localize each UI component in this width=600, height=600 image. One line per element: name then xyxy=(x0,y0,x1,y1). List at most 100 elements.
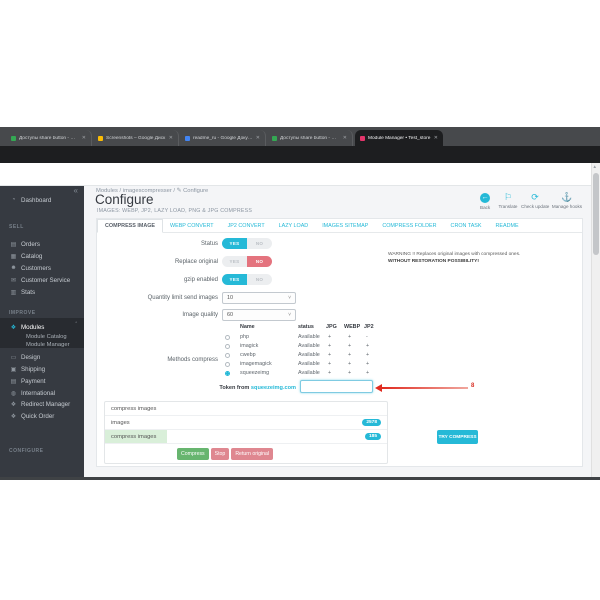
method-radio-selected[interactable] xyxy=(225,371,230,376)
method-radio[interactable] xyxy=(225,335,230,340)
compress-button[interactable]: Compress xyxy=(177,447,209,460)
sidebar-item-label: Shipping xyxy=(21,365,46,373)
image-quality-select[interactable]: 60 ˅ xyxy=(222,309,296,321)
gzip-toggle[interactable]: YES NO xyxy=(222,274,272,285)
manage-hooks-button[interactable]: ⚓ Manage hooks xyxy=(551,193,583,209)
check-update-button[interactable]: ⟳ Check update xyxy=(521,193,549,209)
toggle-no[interactable]: NO xyxy=(247,256,272,267)
page-scrollbar[interactable] xyxy=(591,163,600,477)
sidebar-item-shipping[interactable]: ▣ Shipping xyxy=(0,364,84,374)
dashboard-icon: ◔ xyxy=(11,197,16,203)
breadcrumb-modules[interactable]: Modules xyxy=(96,188,118,194)
toggle-no[interactable]: NO xyxy=(247,238,272,249)
sidebar-item-label: Orders xyxy=(21,240,40,248)
method-radio[interactable] xyxy=(225,362,230,367)
sidebar-item-label: Redirect Manager xyxy=(21,400,71,408)
scrollbar-thumb[interactable] xyxy=(592,173,599,255)
replace-original-toggle[interactable]: YES NO xyxy=(222,256,272,267)
method-status: Available xyxy=(298,352,320,358)
tab-title: Screenshots – Google Диск xyxy=(106,135,166,141)
sidebar-item-payment[interactable]: ▤ Payment xyxy=(0,376,84,386)
tab-close-icon[interactable]: ✕ xyxy=(81,135,86,141)
token-input[interactable] xyxy=(300,380,373,393)
sidebar-item-stats[interactable]: ▥ Stats xyxy=(0,287,84,297)
tab-favicon-icon xyxy=(98,135,103,141)
tab-compress-folder[interactable]: COMPRESS FOLDER xyxy=(382,223,437,229)
tab-close-icon[interactable]: ✕ xyxy=(168,135,173,141)
translate-button[interactable]: ⚐ Translate xyxy=(496,193,520,209)
scrollbar-up-icon[interactable]: ▲ xyxy=(592,164,597,169)
tab-readme[interactable]: README xyxy=(495,223,519,229)
sidebar-item-label: Customers xyxy=(21,264,51,272)
chevron-down-icon: ˅ xyxy=(288,312,291,318)
compressed-count-badge: 185 xyxy=(364,433,381,440)
tab-close-icon[interactable]: ✕ xyxy=(342,135,347,141)
sidebar-item-redirect-manager[interactable]: ❖ Redirect Manager xyxy=(0,399,84,409)
method-radio[interactable] xyxy=(225,353,230,358)
status-toggle[interactable]: YES NO xyxy=(222,238,272,249)
sidebar-section-improve: IMPROVE xyxy=(9,310,36,316)
try-compress-button[interactable]: TRY COMPRESS xyxy=(437,430,478,444)
method-name: imagemagick xyxy=(240,361,272,367)
squeezeimg-link[interactable]: squeezeimg.com xyxy=(250,385,296,391)
tab-close-icon[interactable]: ✕ xyxy=(433,135,438,141)
toggle-yes[interactable]: YES xyxy=(222,274,247,285)
sidebar-item-design[interactable]: ▭ Design xyxy=(0,352,84,362)
tab-favicon-icon xyxy=(272,135,277,141)
sidebar-item-catalog[interactable]: ▦ Catalog xyxy=(0,251,84,261)
sidebar-item-module-catalog[interactable]: Module Catalog xyxy=(26,334,67,340)
col-status: status xyxy=(298,324,314,330)
return-original-button[interactable]: Return original xyxy=(231,447,274,460)
compress-images-panel: compress images images 2578 compress ima… xyxy=(104,401,388,464)
toggle-yes[interactable]: YES xyxy=(222,256,247,267)
sidebar-item-modules[interactable]: ❖ Modules xyxy=(0,322,84,332)
back-button[interactable]: ← Back xyxy=(480,193,490,210)
browser-tab[interactable]: Screenshots – Google Диск ✕ xyxy=(93,130,179,146)
toggle-yes[interactable]: YES xyxy=(222,238,247,249)
tab-webp-convert[interactable]: WEBP CONVERT xyxy=(170,223,214,229)
sidebar-item-customers[interactable]: ☻ Customers xyxy=(0,263,84,273)
tab-compress-image[interactable]: COMPRESS IMAGE xyxy=(97,219,164,233)
tab-cron-task[interactable]: CRON TASK xyxy=(450,223,482,229)
sidebar-collapse-icon[interactable]: « xyxy=(73,186,78,195)
toggle-no[interactable]: NO xyxy=(247,274,272,285)
sidebar-modules-active-block xyxy=(0,318,84,348)
tab-favicon-icon xyxy=(11,135,16,141)
sidebar-item-customer-service[interactable]: ✉ Customer Service xyxy=(0,275,84,285)
browser-tab[interactable]: Доступы share button - Google ✕ xyxy=(6,130,92,146)
browser-tab-active[interactable]: Module Manager • Test_store ✕ xyxy=(355,130,443,146)
sidebar-item-dashboard[interactable]: ◔ Dashboard xyxy=(0,195,84,205)
sidebar-item-quick-order[interactable]: ❖ Quick Order xyxy=(0,411,84,421)
warning-text: WARNING !! Replaces original images with… xyxy=(388,252,521,257)
warning-text-bold: WITHOUT RESTORATION POSSIBILITY! xyxy=(388,259,479,264)
annotation-arrow-icon xyxy=(375,384,382,392)
modules-icon: ❖ xyxy=(10,324,17,331)
browser-tab[interactable]: Доступы share button - Google ✕ xyxy=(267,130,353,146)
tab-title: readme_ru - Google Документы xyxy=(193,135,253,141)
sidebar-item-module-manager[interactable]: Module Manager xyxy=(26,342,70,348)
customer-service-icon: ✉ xyxy=(10,277,17,284)
tab-jp2-convert[interactable]: JP2 CONVERT xyxy=(227,223,265,229)
sidebar-item-label: Dashboard xyxy=(21,196,52,204)
breadcrumb-module-name[interactable]: imagescompresser xyxy=(122,188,172,194)
toolbar-label: Back xyxy=(480,204,491,210)
images-count-badge: 2578 xyxy=(362,419,381,426)
tabs-divider xyxy=(97,232,582,233)
quantity-limit-select[interactable]: 10 ˅ xyxy=(222,292,296,304)
browser-tab[interactable]: readme_ru - Google Документы ✕ xyxy=(180,130,266,146)
sidebar-subitem-label: Module Catalog xyxy=(26,334,67,340)
orders-icon: ▤ xyxy=(10,241,17,248)
tab-images-sitemap[interactable]: IMAGES SITEMAP xyxy=(322,223,369,229)
sidebar-item-orders[interactable]: ▤ Orders xyxy=(0,239,84,249)
method-radio[interactable] xyxy=(225,344,230,349)
image-quality-label: Image quality xyxy=(182,312,218,318)
method-status: Available xyxy=(298,370,320,376)
quantity-limit-label: Quantity limit send images xyxy=(147,295,218,301)
window-bottom-edge xyxy=(0,477,600,480)
stop-button[interactable]: Stop xyxy=(210,447,230,460)
row-label: compress images xyxy=(111,433,157,440)
sidebar-item-international[interactable]: ◍ International xyxy=(0,388,84,398)
tab-close-icon[interactable]: ✕ xyxy=(255,135,260,141)
method-name: php xyxy=(240,334,249,340)
tab-lazy-load[interactable]: LAZY LOAD xyxy=(278,223,309,229)
